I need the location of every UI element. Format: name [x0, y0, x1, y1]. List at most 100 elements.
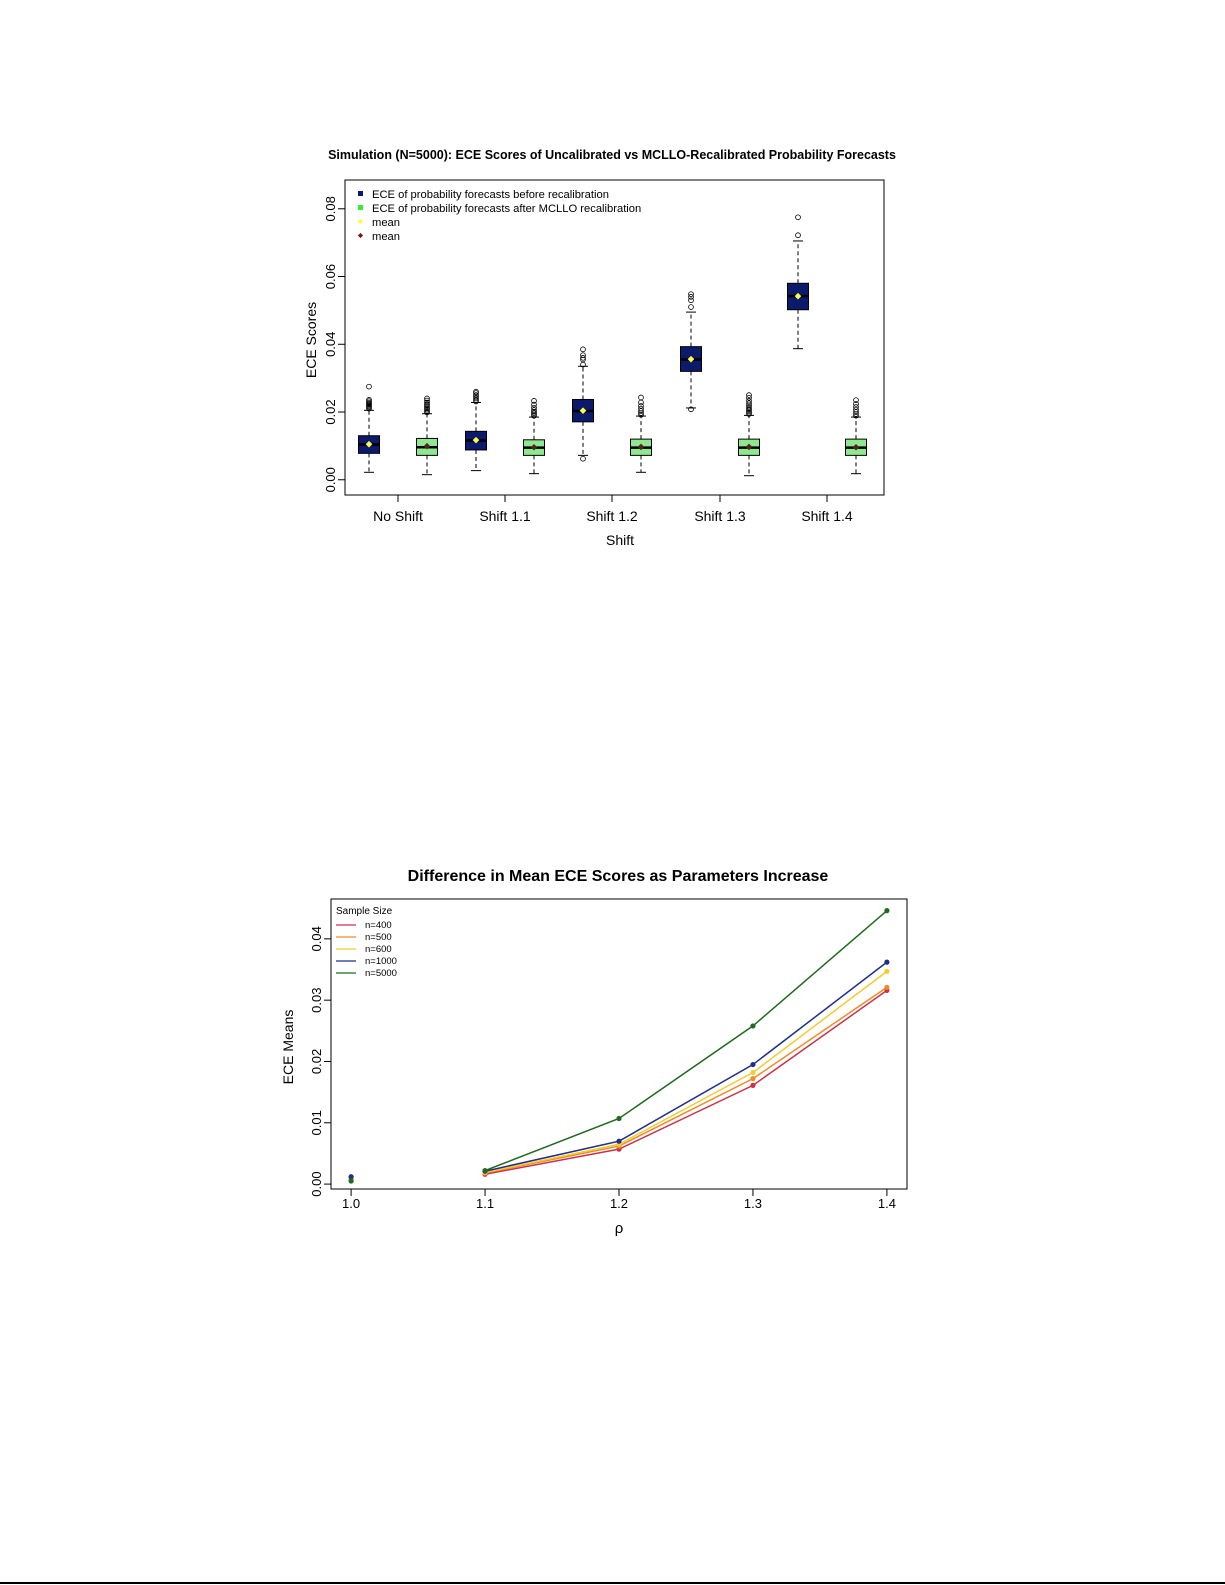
box-outlier [366, 397, 372, 403]
line-chart-legend-label: n=1000 [365, 956, 397, 967]
box-outlier [746, 405, 752, 412]
series-n=400 [348, 987, 890, 1182]
series-line [484, 910, 888, 1172]
series-point [482, 1168, 488, 1174]
boxplot-legend-label: mean [372, 231, 400, 243]
series-point [348, 1174, 354, 1180]
box-outlier [746, 394, 752, 401]
series-line [484, 970, 888, 1174]
line-chart-legend-label: n=500 [365, 932, 392, 943]
line-chart-y-axis-label: ECE Means [280, 1010, 296, 1085]
box-mean-marker [530, 443, 538, 451]
series-point [750, 1061, 756, 1068]
box-outlier [688, 406, 694, 413]
series-point [884, 959, 890, 965]
boxplot-x-tick-label: No Shift [373, 508, 423, 524]
series-n=500 [348, 984, 890, 1182]
boxplot-x-axis-label: Shift [606, 532, 634, 548]
ece-boxplot-chart: Simulation (N=5000): ECE Scores of Uncal… [303, 148, 896, 548]
line-chart-y-tick-label: 0.01 [309, 1110, 324, 1135]
boxplot-legend-swatch [358, 191, 363, 196]
boxplot-y-tick-label: 0.08 [323, 196, 338, 221]
line-chart-legend-label: n=400 [365, 920, 392, 931]
boxplot-legend-swatch [357, 218, 364, 225]
box-mean-marker [852, 443, 860, 451]
line-chart-y-axis: 0.00 0.01 0.02 0.03 0.04 [309, 926, 332, 1197]
box-outlier [531, 408, 537, 415]
boxplot-legend-label: mean [372, 217, 400, 229]
box-outlier [688, 294, 694, 300]
boxplot-y-tick-label: 0.04 [323, 332, 338, 357]
line-chart-legend-title: Sample Size [336, 906, 393, 917]
box-outlier [531, 407, 537, 413]
box-outlier [853, 397, 859, 403]
series-point [750, 1069, 756, 1076]
boxplot-legend-label: ECE of probability forecasts before reca… [372, 189, 609, 201]
box-before-0 [358, 383, 380, 473]
box-before-3 [680, 291, 702, 413]
box-outlier [580, 346, 586, 353]
box-outlier [366, 383, 372, 390]
series-line [484, 986, 888, 1174]
line-chart-y-tick-label: 0.02 [309, 1049, 324, 1074]
box-outlier [424, 395, 430, 402]
box-outlier [473, 388, 479, 395]
boxplot-boxes [358, 214, 867, 477]
series-line [484, 989, 888, 1176]
boxplot-x-tick-label: Shift 1.2 [586, 508, 638, 524]
boxplot-legend-swatch [358, 205, 363, 210]
series-point [884, 984, 890, 990]
line-chart-y-tick-label: 0.00 [309, 1171, 324, 1196]
line-chart-x-tick-label: 1.1 [476, 1196, 494, 1211]
line-chart-x-axis-label: ρ [615, 1220, 624, 1237]
box-mean-marker [687, 355, 695, 363]
boxplot-legend: ECE of probability forecasts before reca… [357, 189, 641, 243]
box-mean-marker [794, 292, 802, 300]
ece-means-line-chart: Difference in Mean ECE Scores as Paramet… [280, 868, 908, 1237]
series-line [484, 961, 888, 1172]
box-outlier [853, 404, 859, 410]
line-chart-y-tick-label: 0.04 [309, 926, 324, 951]
box-outlier [853, 401, 859, 407]
series-point [750, 1023, 756, 1029]
box-after-1 [523, 398, 545, 475]
box-outlier [531, 404, 537, 411]
box-outlier [424, 399, 430, 406]
line-chart-series [348, 908, 890, 1184]
box-outlier [638, 403, 644, 409]
box-outlier [473, 392, 479, 398]
box-outlier [473, 395, 479, 402]
boxplot-x-tick-label: Shift 1.4 [801, 508, 853, 524]
series-point [750, 1076, 756, 1082]
box-mean-marker [579, 407, 587, 414]
line-chart-x-tick-label: 1.4 [878, 1196, 896, 1211]
boxplot-y-axis-label: ECE Scores [303, 302, 319, 378]
page-bottom-rule [0, 1582, 1225, 1584]
box-before-4 [787, 214, 809, 350]
line-chart-y-tick-label: 0.03 [309, 988, 324, 1013]
series-point [884, 908, 890, 914]
line-chart-x-tick-label: 1.3 [744, 1196, 762, 1211]
boxplot-title: Simulation (N=5000): ECE Scores of Uncal… [328, 148, 896, 162]
box-outlier [638, 405, 644, 412]
box-outlier [746, 404, 752, 410]
box-after-3 [738, 392, 760, 477]
line-chart-title: Difference in Mean ECE Scores as Paramet… [408, 868, 829, 885]
line-chart-x-tick-label: 1.0 [342, 1196, 360, 1211]
box-outlier [638, 399, 644, 406]
box-outlier [853, 412, 859, 419]
box-outlier [746, 392, 752, 398]
box-outlier [688, 304, 694, 310]
box-outlier [795, 232, 801, 239]
line-chart-x-tick-label: 1.2 [610, 1196, 628, 1211]
box-outlier [531, 401, 537, 408]
box-outlier [746, 398, 752, 404]
boxplot-x-tick-label: Shift 1.3 [694, 508, 746, 524]
box-outlier [688, 297, 694, 304]
box-before-2 [572, 346, 594, 462]
series-n=5000 [348, 908, 890, 1184]
series-point [884, 968, 890, 974]
box-outlier [746, 400, 752, 407]
box-before-1 [465, 388, 487, 472]
